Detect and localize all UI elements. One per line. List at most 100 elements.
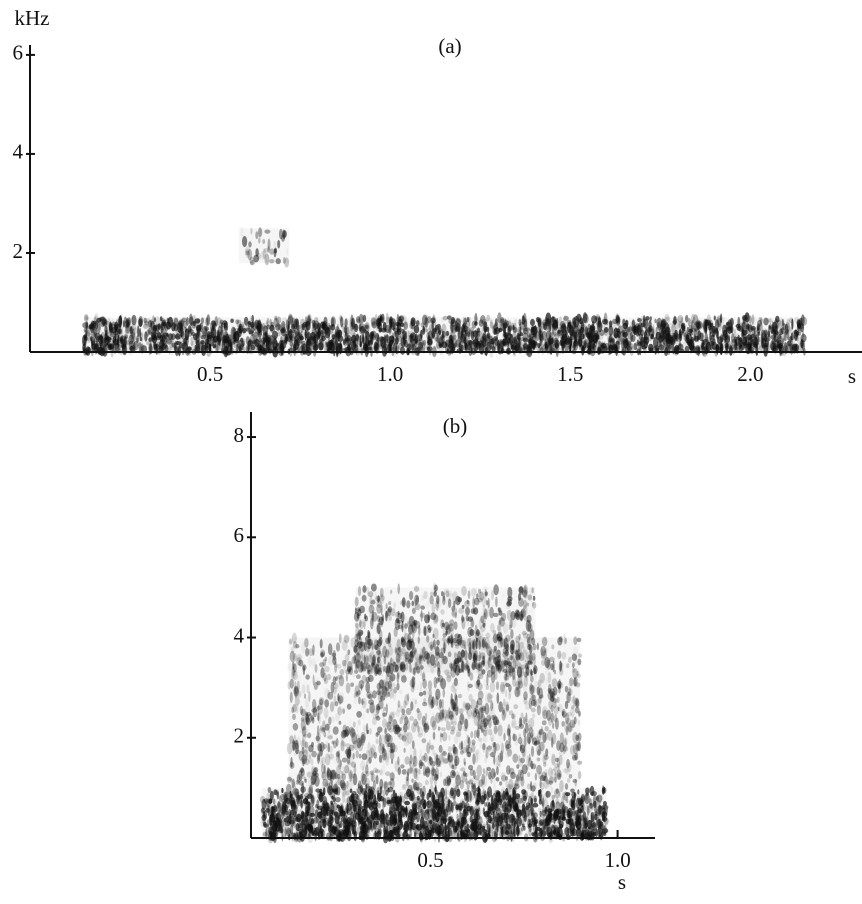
- speckle: [474, 313, 477, 324]
- speckle: [234, 334, 236, 339]
- speckle: [422, 328, 428, 332]
- speckle: [269, 259, 274, 264]
- speckle: [494, 828, 498, 838]
- speckle: [578, 826, 582, 836]
- speckle: [749, 315, 752, 323]
- speckle: [454, 756, 459, 766]
- speckle: [561, 341, 563, 348]
- speckle: [418, 826, 421, 836]
- speckle: [368, 826, 374, 831]
- speckle: [602, 785, 604, 795]
- speckle: [531, 832, 534, 836]
- speckle: [521, 789, 526, 794]
- speckle: [570, 330, 576, 340]
- speckle: [245, 246, 250, 258]
- speckle: [400, 323, 404, 328]
- speckle: [633, 343, 637, 350]
- speckle: [387, 800, 392, 804]
- speckle: [465, 338, 468, 347]
- speckle: [635, 326, 637, 334]
- speckle: [471, 819, 477, 825]
- speckle: [515, 796, 517, 806]
- speckle: [703, 319, 708, 330]
- speckle: [679, 321, 683, 329]
- panel-title: (a): [438, 34, 461, 58]
- speckle: [414, 811, 419, 815]
- speckle: [497, 312, 501, 323]
- speckle: [302, 323, 305, 330]
- speckle: [301, 800, 303, 809]
- speckle: [740, 342, 746, 351]
- speckle: [446, 331, 449, 336]
- x-tick-label: 1.5: [557, 362, 583, 386]
- speckle: [716, 317, 719, 325]
- speckle: [465, 317, 467, 325]
- speckle: [148, 345, 153, 351]
- y-tick-label: 4: [13, 140, 24, 164]
- speckle: [508, 342, 512, 347]
- x-axis-label: s: [848, 364, 856, 388]
- speckle: [727, 319, 732, 330]
- speckle: [329, 832, 333, 842]
- speckle: [85, 330, 87, 335]
- speckle: [540, 340, 542, 350]
- speckle: [285, 337, 288, 344]
- speckle: [615, 313, 620, 324]
- speckle: [421, 825, 424, 831]
- speckle: [405, 821, 408, 826]
- speckle: [551, 787, 553, 794]
- speckle: [267, 795, 269, 803]
- speckle: [274, 316, 277, 321]
- speckle: [650, 316, 652, 321]
- speckle: [427, 801, 429, 805]
- speckle: [679, 334, 682, 342]
- speckle: [512, 814, 514, 821]
- speckle: [539, 816, 544, 822]
- speckle: [357, 804, 363, 810]
- speckle: [448, 816, 451, 826]
- speckle: [269, 325, 274, 332]
- speckle: [438, 727, 441, 731]
- speckle: [571, 792, 576, 798]
- speckle: [487, 821, 491, 830]
- speckle: [193, 323, 196, 334]
- speckle: [432, 794, 435, 803]
- speckle: [769, 341, 773, 351]
- speckle: [560, 802, 565, 809]
- speckle: [509, 794, 512, 803]
- speckle: [119, 337, 122, 348]
- speckle: [276, 258, 281, 264]
- speckle: [105, 344, 109, 348]
- speckle: [506, 791, 508, 797]
- speckle: [577, 344, 579, 349]
- speckle: [139, 328, 141, 339]
- speckle: [363, 824, 369, 834]
- y-tick-label: 2: [13, 239, 24, 263]
- speckle: [466, 793, 469, 803]
- speckle: [309, 825, 314, 834]
- speckle: [295, 824, 299, 829]
- speckle: [506, 333, 512, 338]
- speckle: [340, 805, 344, 814]
- speckle: [587, 820, 592, 830]
- speckle: [313, 796, 317, 802]
- speckle: [113, 330, 119, 335]
- speckle: [288, 314, 293, 324]
- speckle: [742, 328, 745, 336]
- speckle: [598, 819, 603, 828]
- speckle: [358, 697, 361, 704]
- speckle: [723, 336, 726, 343]
- speckle: [646, 327, 651, 333]
- speckle: [494, 346, 497, 351]
- speckle: [400, 347, 405, 355]
- speckle: [323, 731, 326, 737]
- speckle: [346, 674, 348, 682]
- speckle: [459, 812, 463, 822]
- speckle: [319, 828, 324, 833]
- speckle: [462, 809, 467, 820]
- speckle: [92, 321, 96, 329]
- speckle: [415, 803, 417, 808]
- speckle: [342, 325, 348, 337]
- speckle: [109, 344, 112, 350]
- speckle: [367, 812, 370, 824]
